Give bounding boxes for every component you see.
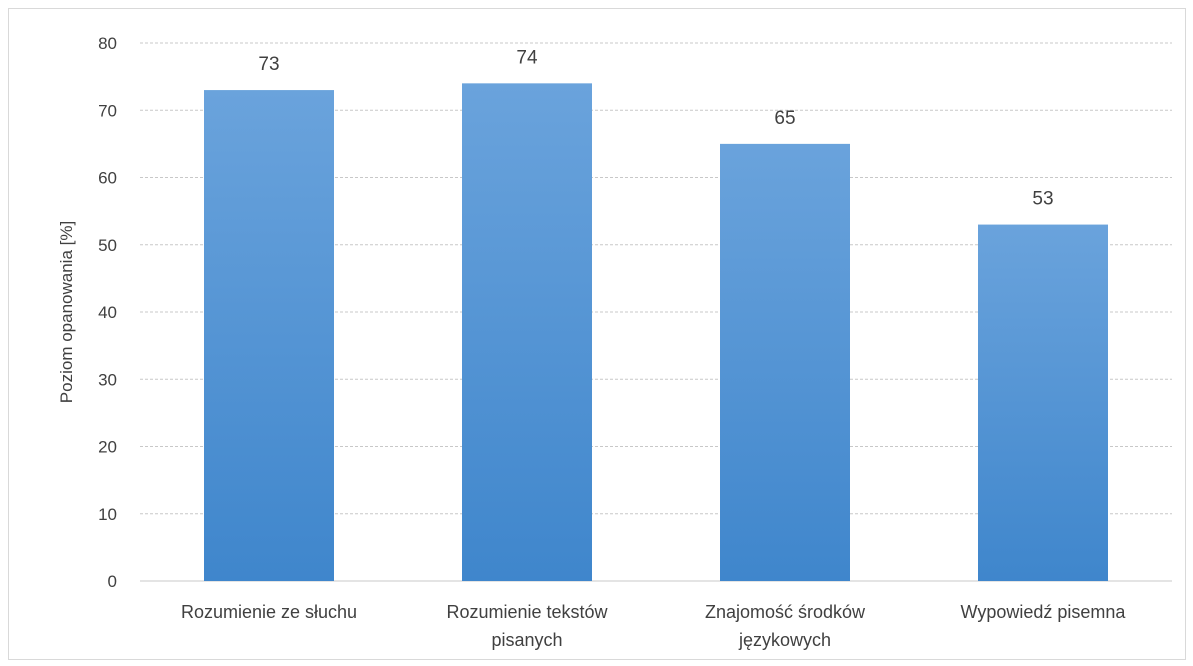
x-category-label: Rozumienie ze słuchu [181, 602, 357, 622]
bar-3 [720, 143, 850, 581]
y-tick-label: 0 [108, 572, 117, 591]
y-tick-label: 20 [98, 438, 117, 457]
data-label: 53 [1032, 189, 1053, 210]
data-label: 65 [774, 108, 795, 129]
bar-1 [204, 90, 334, 581]
x-category-label: Znajomość środków językowych [705, 602, 866, 650]
y-axis-title: Poziom opanowania [%] [57, 221, 76, 403]
y-tick-label: 80 [98, 34, 117, 53]
y-tick-label: 30 [98, 370, 117, 389]
y-tick-label: 10 [98, 505, 117, 524]
y-tick-label: 50 [98, 236, 117, 255]
bar-2 [462, 83, 592, 581]
y-tick-label: 60 [98, 169, 117, 188]
x-category-label: Wypowiedź pisemna [961, 602, 1127, 622]
x-category-label: Rozumienie tekstów pisanych [446, 602, 608, 650]
data-label: 73 [258, 54, 279, 75]
y-tick-label: 40 [98, 303, 117, 322]
data-label: 74 [516, 47, 538, 68]
bar-4 [978, 224, 1108, 581]
y-tick-label: 70 [98, 101, 117, 120]
